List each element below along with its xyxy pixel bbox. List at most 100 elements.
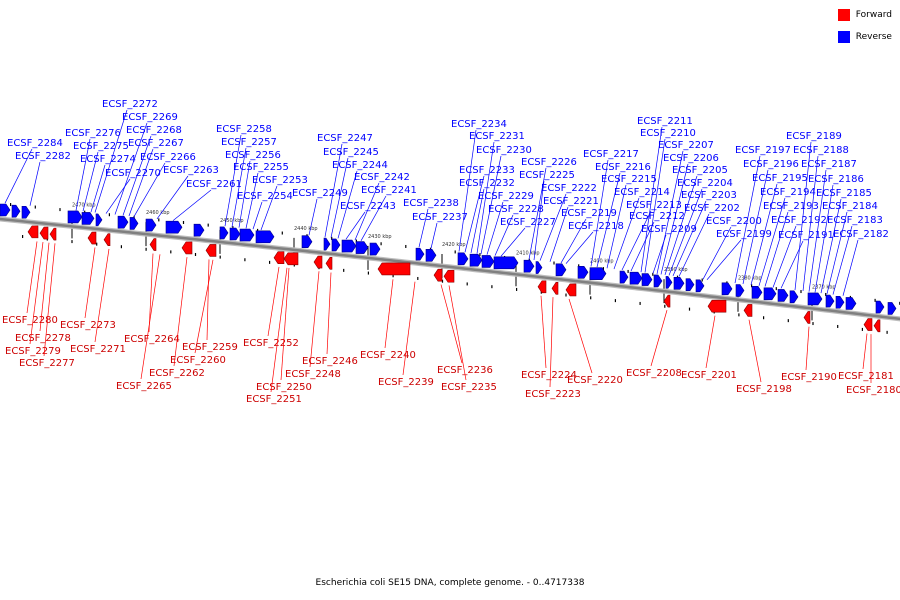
minor-tick <box>380 242 382 246</box>
reverse-gene-leader <box>590 159 609 267</box>
reverse-gene-leader <box>672 200 707 276</box>
forward-gene-feature <box>49 227 57 241</box>
reverse-gene-feature <box>229 227 241 241</box>
reverse-gene-feature <box>641 273 653 286</box>
reverse-gene-feature <box>255 230 275 244</box>
reverse-gene-label: ECSF_2202 <box>684 203 740 214</box>
reverse-gene-leader <box>238 160 251 228</box>
reverse-gene-feature <box>751 286 763 299</box>
reverse-gene-leader <box>758 197 786 286</box>
forward-gene-label: ECSF_2180 <box>846 385 900 396</box>
minor-tick <box>565 293 567 297</box>
reverse-gene-leader <box>360 195 387 241</box>
forward-gene-feature <box>103 233 111 247</box>
minor-tick <box>701 278 703 282</box>
reverse-gene-feature <box>619 270 629 284</box>
reverse-gene-label: ECSF_2219 <box>561 208 617 219</box>
minor-tick <box>578 264 580 268</box>
forward-gene-leader <box>280 267 290 381</box>
tick-label: 2450 kbp <box>220 218 244 224</box>
forward-gene-leader <box>384 279 394 349</box>
minor-tick <box>194 252 197 256</box>
reverse-gene-leader <box>128 148 154 217</box>
reverse-gene-feature <box>193 223 205 237</box>
reverse-gene-leader <box>260 185 278 231</box>
forward-gene-feature <box>803 311 811 324</box>
minor-tick <box>244 258 246 262</box>
minor-tick <box>664 304 666 308</box>
reverse-gene-label: ECSF_2192 <box>771 215 827 226</box>
reverse-gene-feature <box>481 255 495 268</box>
reverse-gene-feature <box>67 210 83 224</box>
minor-tick <box>491 285 493 289</box>
reverse-gene-leader <box>252 201 263 230</box>
reverse-gene-leader <box>640 126 663 273</box>
legend-item-reverse: Reverse <box>837 30 892 44</box>
minor-tick <box>108 213 110 217</box>
reverse-gene-leader <box>702 226 732 280</box>
reverse-gene-feature <box>331 238 341 252</box>
reverse-gene-label: ECSF_2270 <box>105 168 161 179</box>
reverse-gene-layer: ECSF_2284ECSF_2282ECSF_2276ECSF_2275ECSF… <box>0 99 897 315</box>
reverse-gene-label: ECSF_2226 <box>521 157 577 168</box>
reverse-gene-leader <box>480 155 502 255</box>
minor-tick <box>441 279 444 283</box>
minor-tick <box>688 307 691 311</box>
minor-tick <box>837 324 839 328</box>
minor-tick <box>825 292 827 296</box>
minor-tick <box>602 267 604 271</box>
reverse-gene-feature <box>425 248 437 262</box>
forward-gene-leader <box>705 315 716 369</box>
tick-label: 2380 kbp <box>738 276 762 282</box>
minor-tick <box>763 316 765 320</box>
minor-tick <box>751 284 753 288</box>
reverse-gene-label: ECSF_2254 <box>237 191 293 202</box>
reverse-gene-leader <box>826 211 848 294</box>
reverse-gene-label: ECSF_2204 <box>677 178 733 189</box>
tick-label: 2370 kbp <box>812 284 836 290</box>
reverse-gene-leader <box>458 129 477 252</box>
minor-tick <box>738 313 740 317</box>
reverse-gene-leader <box>354 182 380 241</box>
reverse-gene-leader <box>533 180 545 261</box>
backbone-layer <box>0 216 900 322</box>
forward-gene-leader <box>270 267 288 393</box>
reverse-gene-feature <box>323 237 331 251</box>
reverse-gene-leader <box>820 198 842 294</box>
reverse-gene-label: ECSF_2215 <box>601 174 657 185</box>
forward-gene-label: ECSF_2223 <box>525 389 581 400</box>
reverse-gene-label: ECSF_2269 <box>122 112 178 123</box>
minor-tick <box>158 218 160 222</box>
reverse-gene-label: ECSF_2231 <box>469 131 525 142</box>
reverse-gene-leader <box>418 208 429 248</box>
forward-gene-leader <box>540 295 547 369</box>
forward-gene-label: ECSF_2273 <box>60 320 116 331</box>
forward-gene-label: ECSF_2246 <box>302 356 358 367</box>
forward-gene-leader <box>140 254 161 380</box>
reverse-gene-feature <box>239 228 255 242</box>
reverse-gene-leader <box>668 188 703 276</box>
forward-gene-label: ECSF_2236 <box>437 365 493 376</box>
reverse-gene-leader <box>814 184 834 293</box>
forward-gene-feature <box>181 241 193 255</box>
forward-gene-feature <box>551 282 559 295</box>
reverse-gene-leader <box>308 198 318 236</box>
reverse-gene-leader <box>75 138 91 211</box>
reverse-gene-feature <box>777 289 789 302</box>
reverse-gene-leader <box>105 178 131 214</box>
reverse-gene-leader <box>794 141 812 291</box>
reverse-gene-feature <box>721 282 733 296</box>
forward-gene-leader <box>748 319 762 383</box>
forward-label: Forward <box>855 10 892 20</box>
reverse-gene-label: ECSF_2189 <box>786 131 842 142</box>
reverse-gene-label: ECSF_2183 <box>827 215 883 226</box>
reverse-gene-leader <box>470 188 485 253</box>
forward-gene-feature <box>205 244 217 257</box>
reverse-gene-leader <box>613 197 640 270</box>
forward-gene-label: ECSF_2252 <box>243 338 299 349</box>
reverse-gene-label: ECSF_2244 <box>332 160 388 171</box>
reverse-gene-label: ECSF_2188 <box>793 145 849 156</box>
forward-gene-label: ECSF_2239 <box>378 377 434 388</box>
